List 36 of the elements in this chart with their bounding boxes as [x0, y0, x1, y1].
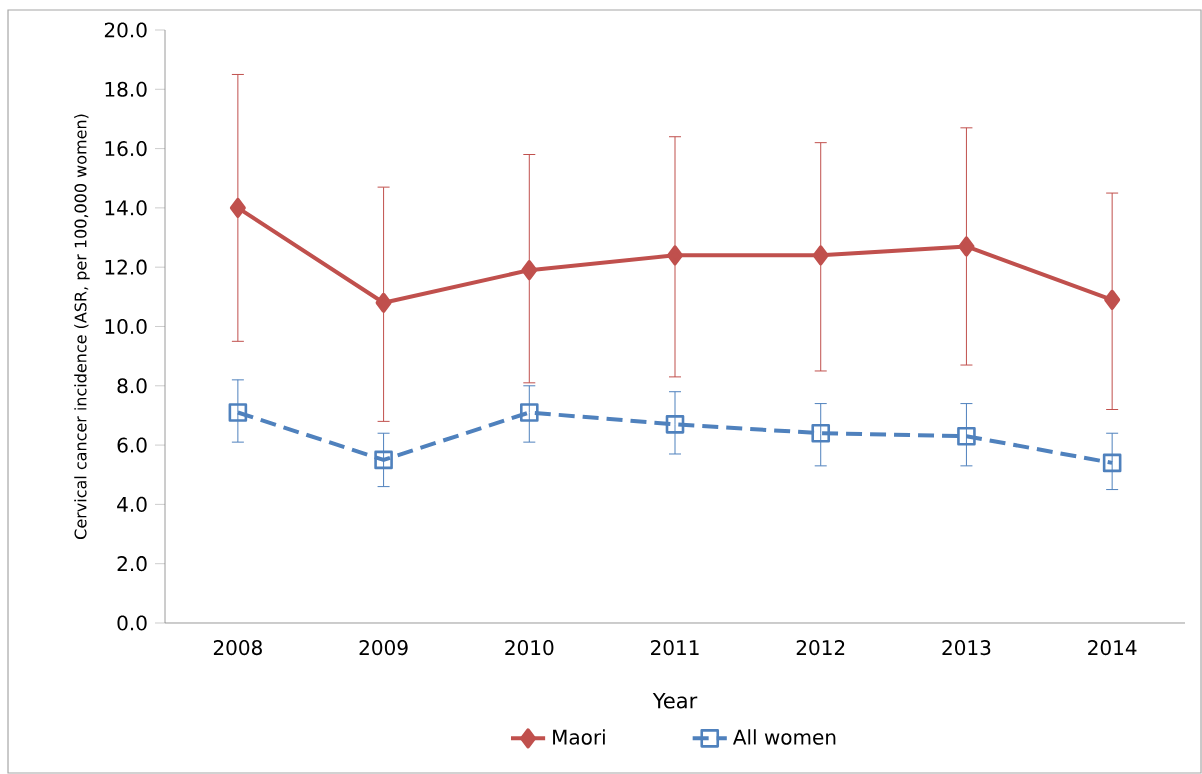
- point: [667, 245, 684, 266]
- x-tick-label: 2009: [359, 640, 408, 656]
- y-tick-label: 10.0: [105, 318, 147, 335]
- point: [375, 292, 392, 313]
- point: [665, 415, 685, 434]
- point: [229, 197, 246, 218]
- point: [374, 450, 393, 470]
- point: [958, 236, 975, 257]
- x-axis-title: Year: [652, 692, 698, 709]
- x-tick-label: 2014: [1088, 640, 1137, 656]
- y-tick-label: 18.0: [105, 81, 147, 97]
- y-tick-label: 20.0: [104, 22, 147, 38]
- point: [811, 423, 831, 443]
- legend-label: Maori: [553, 729, 605, 745]
- point: [812, 245, 829, 266]
- y-tick-label: 16.0: [105, 141, 147, 157]
- y-tick-label: 8.0: [117, 378, 147, 394]
- y-tick-label: 0.0: [117, 615, 147, 631]
- y-tick-label: 12.0: [105, 259, 147, 275]
- point: [228, 403, 248, 422]
- y-tick-label: 14.0: [105, 200, 147, 216]
- y-tick-label: 2.0: [117, 556, 147, 572]
- x-tick-label: 2013: [942, 640, 991, 656]
- x-tick-label: 2010: [505, 640, 554, 656]
- point: [1102, 453, 1122, 473]
- y-tick-label: 4.0: [117, 496, 147, 512]
- y-tick-label: 6.0: [117, 437, 147, 453]
- point: [1104, 289, 1121, 310]
- x-tick-label: 2011: [651, 640, 699, 656]
- y-axis-title: Cervical cancer incidence (ASR, per 100,000 women): [74, 114, 90, 539]
- x-tick-label: 2008: [213, 640, 262, 656]
- point: [957, 426, 976, 446]
- point: [520, 403, 539, 422]
- legend-label: All women: [732, 729, 836, 745]
- point: [521, 260, 538, 281]
- x-tick-label: 2012: [796, 640, 845, 656]
